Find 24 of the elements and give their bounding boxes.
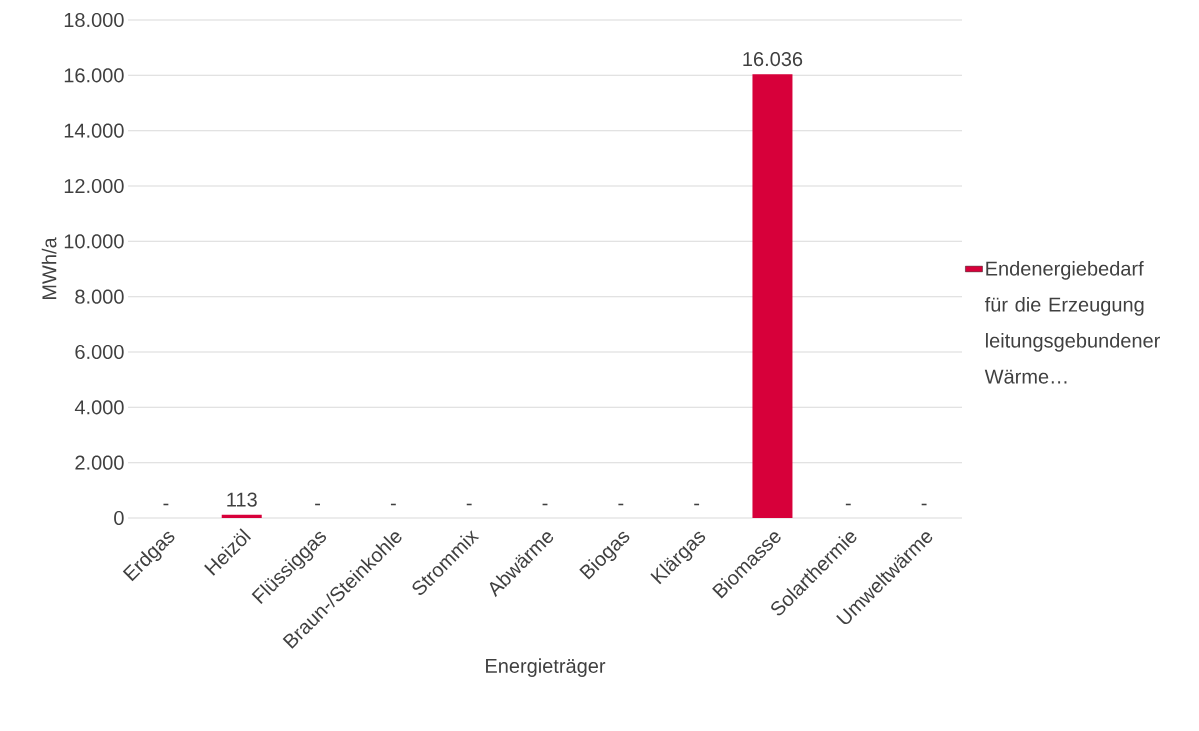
legend-label: Endenergiebedarf für die Erzeugung leitungsgebundener Wärme… bbox=[984, 261, 1160, 384]
data-label: - bbox=[542, 503, 548, 506]
data-label: - bbox=[466, 503, 472, 506]
data-label: - bbox=[618, 503, 624, 506]
data-label: - bbox=[163, 503, 169, 506]
y-tick-label: 18.000 bbox=[64, 12, 124, 28]
data-label: - bbox=[315, 503, 320, 506]
y-tick-label: 10.000 bbox=[64, 234, 124, 249]
data-label: 113 bbox=[227, 492, 257, 507]
y-tick-label: 6.000 bbox=[75, 344, 124, 360]
y-tick-label: 12.000 bbox=[64, 178, 124, 194]
data-label: - bbox=[921, 503, 927, 506]
y-tick-label: 8.000 bbox=[75, 289, 124, 304]
y-tick-label: 14.000 bbox=[64, 123, 124, 138]
data-label: 16.036 bbox=[743, 51, 803, 67]
data-label: - bbox=[694, 503, 700, 506]
y-axis-title: MWh/a bbox=[41, 237, 57, 300]
data-label: - bbox=[390, 503, 396, 506]
y-tick-label: 0 bbox=[114, 510, 124, 526]
y-tick-label: 16.000 bbox=[64, 68, 124, 83]
y-tick-label: 4.000 bbox=[74, 400, 124, 415]
x-axis-title: Energieträger bbox=[486, 658, 606, 677]
data-label: - bbox=[845, 503, 851, 506]
y-tick-label: 2.000 bbox=[75, 455, 124, 470]
